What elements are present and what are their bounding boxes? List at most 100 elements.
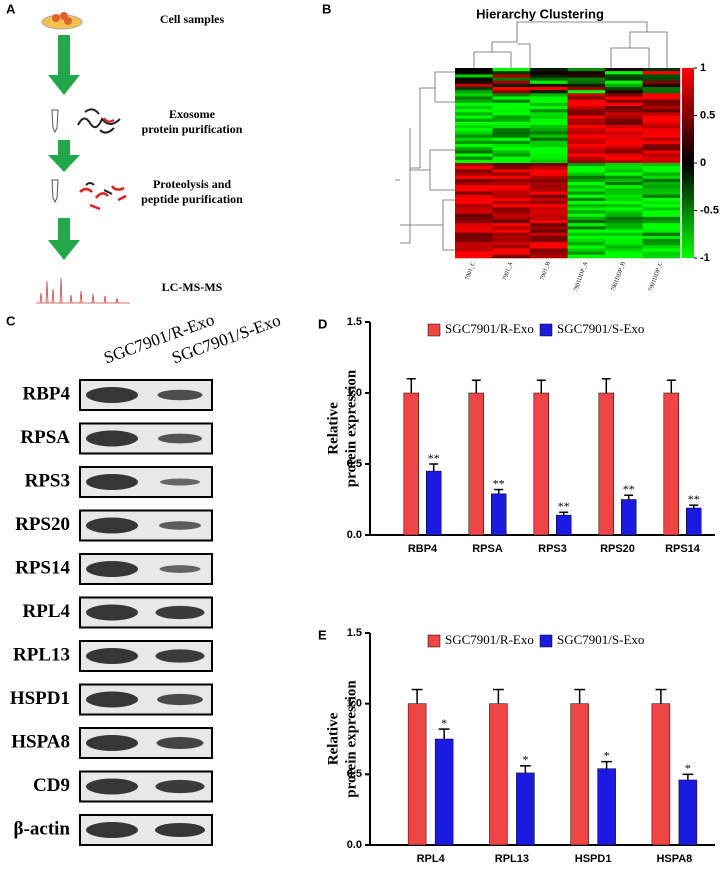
heatmap-cell (530, 106, 568, 110)
heatmap-cell (642, 201, 681, 205)
significance: * (522, 753, 528, 767)
heatmap-cell (455, 185, 493, 189)
heatmap-cell (642, 156, 681, 161)
heatmap-cell (567, 144, 606, 148)
heatmap-cell (455, 239, 493, 243)
heatmap-cell (492, 251, 531, 256)
error-bar (492, 688, 504, 704)
heatmap-cell (605, 137, 643, 142)
blot-band (86, 691, 138, 708)
heatmap-cell (605, 112, 643, 116)
heatmap-cell (530, 128, 568, 132)
heatmap-cell (605, 213, 643, 218)
heatmap-cell (642, 210, 681, 214)
heatmap-cell (605, 102, 643, 107)
heatmap-cell (530, 87, 568, 91)
heatmap-cell (605, 239, 643, 243)
heatmap-cell (492, 182, 531, 186)
heatmap-cell (492, 77, 531, 81)
heatmap-cell (492, 178, 531, 183)
heatmap-cell (455, 118, 493, 123)
heatmap-cell (455, 102, 493, 107)
heatmap-cell (605, 153, 643, 157)
heatmap-cell (492, 172, 531, 176)
heatmap-cell (530, 137, 568, 142)
heatmap-cell (605, 210, 643, 214)
x-tick-label: RBP4 (408, 543, 438, 555)
heatmap-cell (605, 99, 643, 104)
protein-label: RPS20 (15, 514, 70, 535)
blot-band (159, 521, 201, 530)
heatmap-cell (605, 220, 643, 224)
heatmap-cell (455, 144, 493, 148)
colorbar-tick-label: -0.5 (700, 204, 719, 216)
heatmap-cell (567, 80, 606, 85)
heatmap-cell (567, 229, 606, 233)
heatmap-cell (605, 109, 643, 113)
heatmap-cell (492, 185, 531, 189)
heatmap-cell (455, 169, 493, 173)
bar (516, 772, 535, 846)
heatmap-cell (567, 121, 606, 126)
error-bar (429, 463, 439, 472)
blot-band (160, 478, 200, 486)
heatmap-cell (605, 147, 643, 151)
protein-label: RBP4 (23, 383, 71, 404)
heatmap-cell (605, 204, 643, 208)
heatmap-cell (530, 102, 568, 107)
x-tick-label: RPSA (472, 543, 503, 555)
heatmap-title: Hierarchy Clustering (476, 6, 604, 21)
heatmap-cell (567, 128, 606, 132)
heatmap-cell (492, 96, 531, 100)
blot-band (86, 474, 138, 490)
heatmap-cell (530, 201, 568, 205)
heatmap-cell (567, 251, 606, 256)
heatmap-cell (567, 156, 606, 161)
heatmap-cell (567, 197, 606, 202)
heatmap-cell (642, 178, 681, 183)
heatmap-cell (455, 226, 493, 230)
heatmap-cell (567, 166, 606, 170)
heatmap-cell (642, 150, 681, 154)
heatmap-cell (605, 68, 643, 72)
heatmap-cell (492, 74, 531, 78)
significance: * (604, 748, 610, 762)
heatmap-cell (455, 251, 493, 256)
heatmap-cell (567, 131, 606, 135)
heatmap-cell (567, 210, 606, 214)
heatmap-cell (492, 106, 531, 110)
heatmap-cell (530, 68, 568, 72)
heatmap-cell (642, 216, 681, 221)
blot-band (86, 822, 138, 838)
y-tick-label: 1.0 (347, 387, 362, 399)
heatmap-cell (492, 232, 531, 237)
heatmap-cell (530, 245, 568, 249)
heatmap-cell (530, 156, 568, 161)
heatmap-cell (642, 125, 681, 129)
y-tick-label: 0.0 (347, 839, 362, 851)
heatmap-cell (455, 71, 493, 75)
heatmap-cell (642, 68, 681, 72)
protein-label: RPS14 (15, 557, 70, 578)
heatmap-cell (455, 112, 493, 116)
heatmap-cell (567, 220, 606, 224)
heatmap-cell (455, 115, 493, 119)
bar (489, 703, 508, 846)
heatmap-cell (605, 115, 643, 119)
heatmap-cell (455, 147, 493, 151)
heatmap-cell (530, 229, 568, 233)
heatmap-cell (455, 172, 493, 176)
heatmap-cell (455, 109, 493, 113)
heatmap-cell (492, 223, 531, 227)
heatmap-cell (492, 118, 531, 123)
heatmap-cell (492, 245, 531, 249)
bar (533, 392, 550, 536)
heatmap-cell (605, 131, 643, 135)
heatmap-cell (567, 182, 606, 186)
heatmap-cell (642, 172, 681, 176)
error-bar (666, 379, 676, 393)
blot-band (158, 433, 202, 444)
heatmap-cell (642, 251, 681, 256)
heatmap (455, 68, 681, 259)
